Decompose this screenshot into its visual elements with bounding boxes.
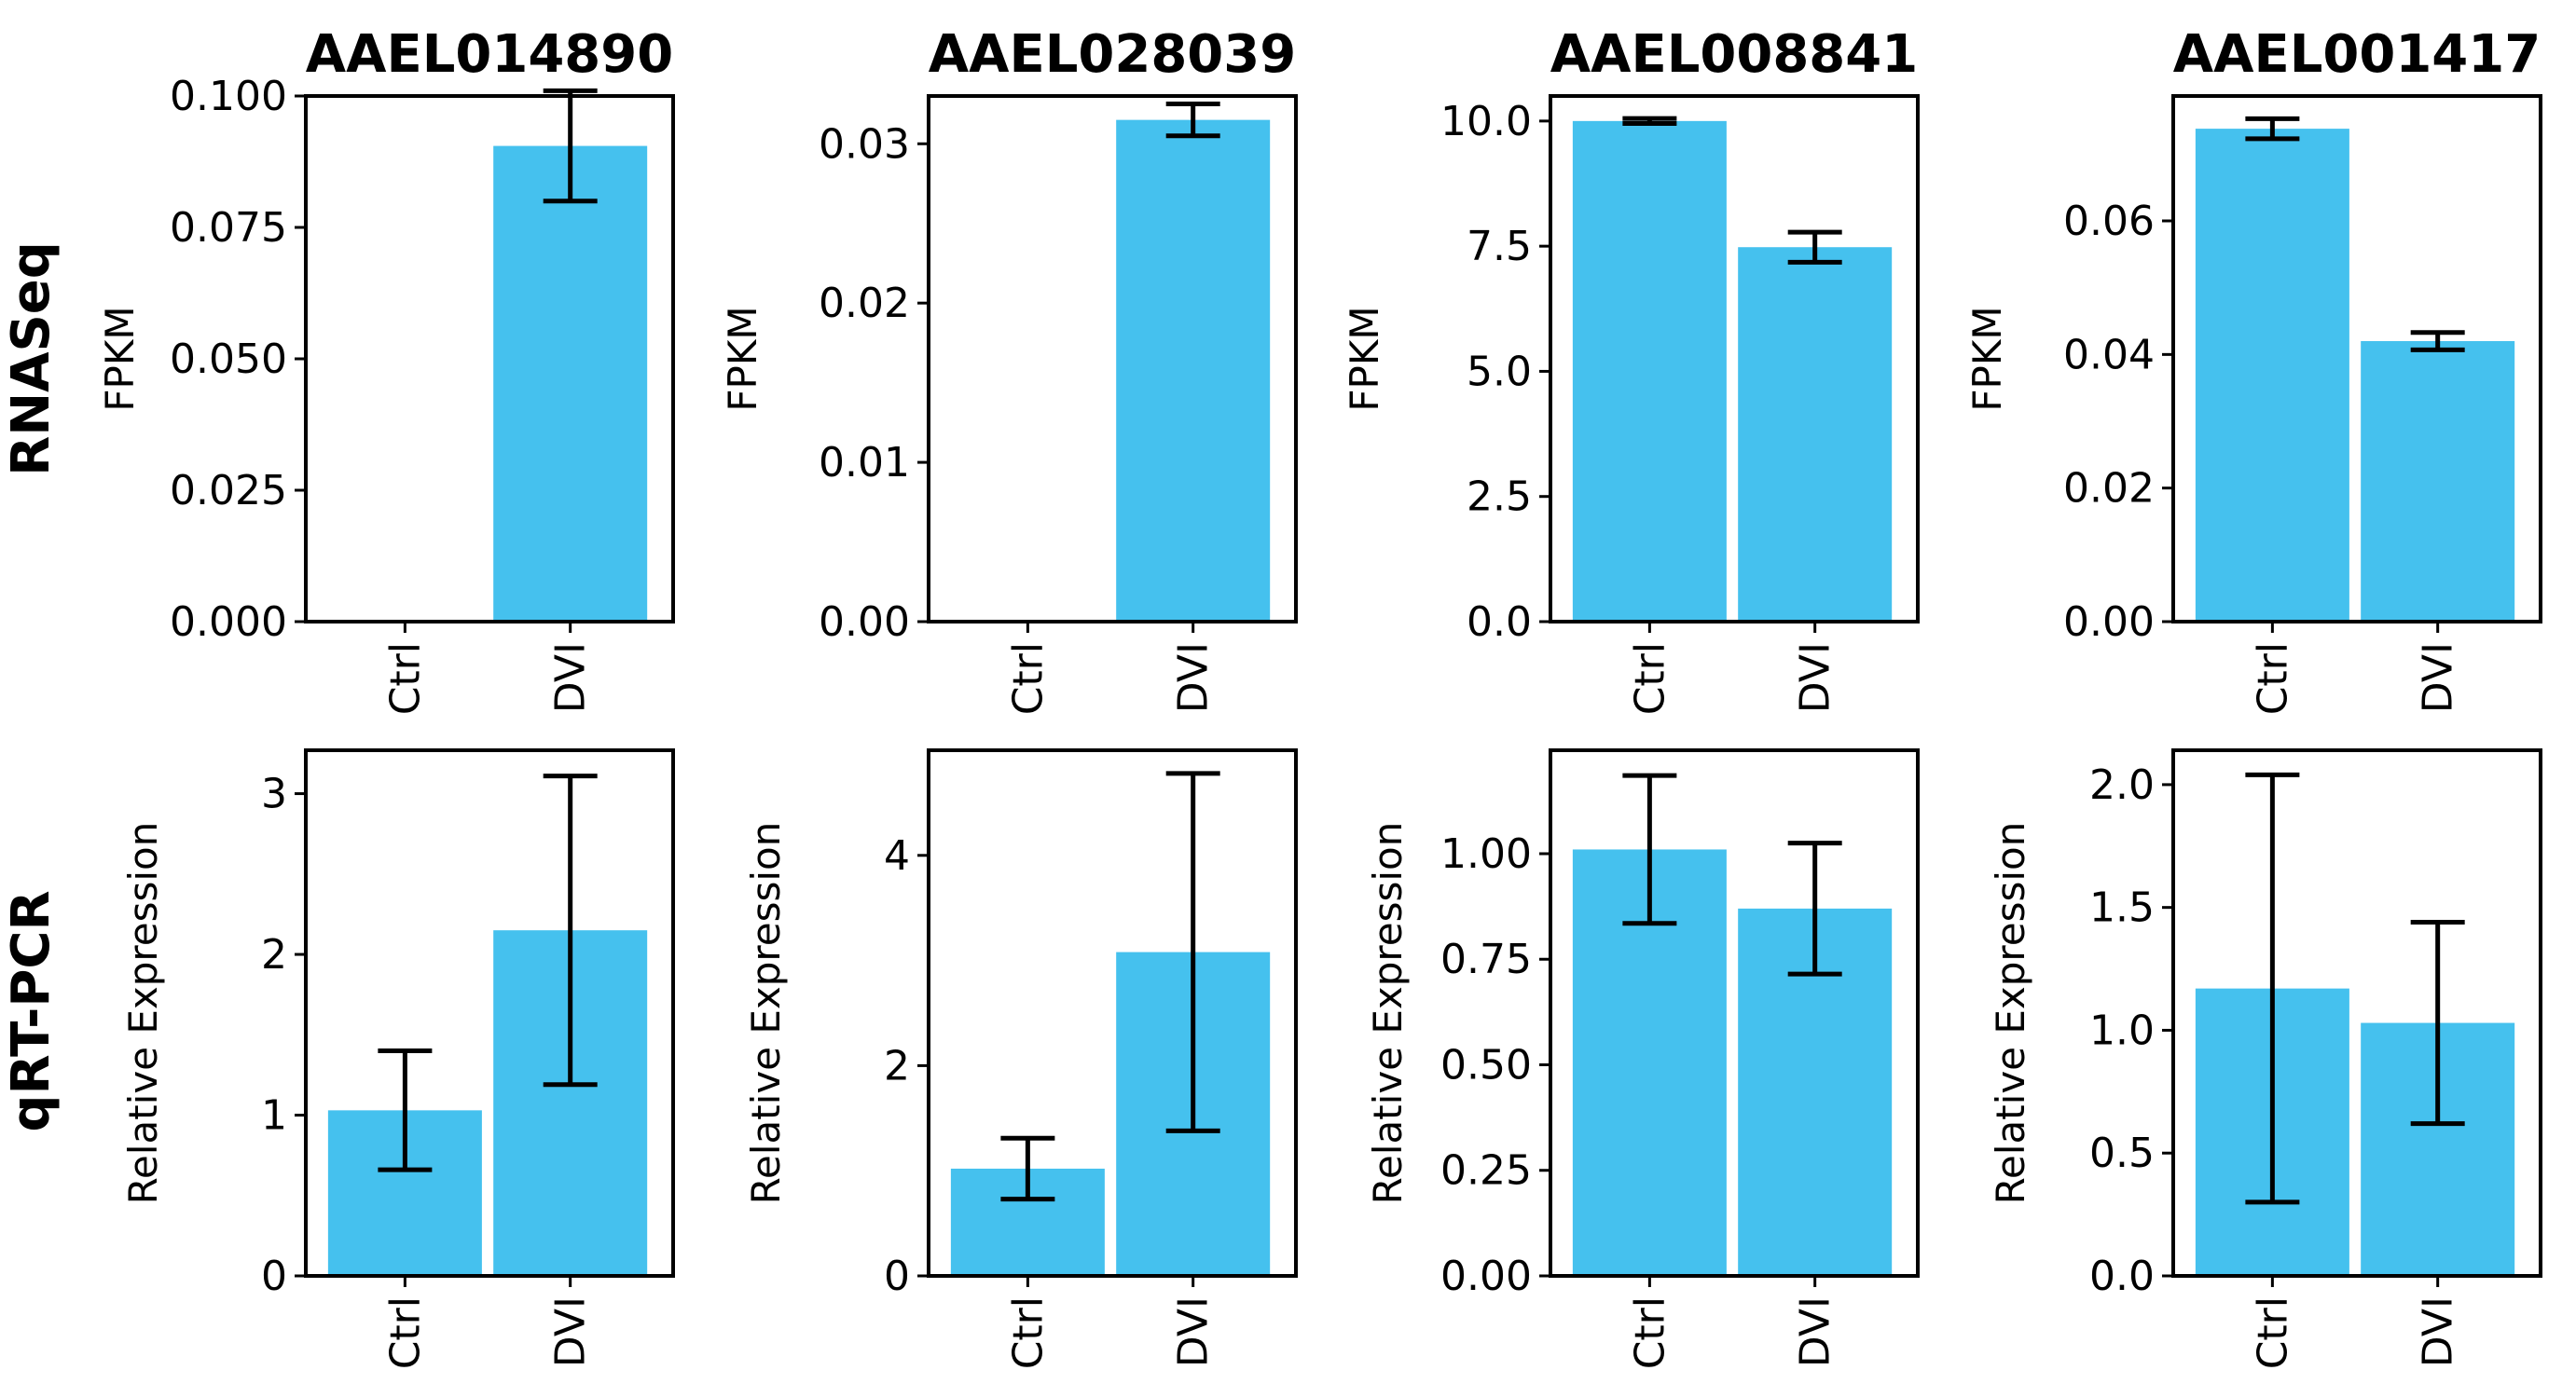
y-tick-label: 0.02 [2063, 465, 2155, 513]
x-tick-label: Ctrl [1004, 1296, 1052, 1369]
y-tick-label: 0.075 [170, 204, 287, 252]
y-tick-label: 3 [261, 771, 287, 818]
y-tick-label: 1 [261, 1092, 287, 1140]
row-label-rnaseq: RNASeq [1, 241, 62, 476]
x-tick-label: DVI [547, 642, 595, 713]
y-tick-label: 1.0 [2089, 1007, 2155, 1054]
y-tick-label: 7.5 [1467, 223, 1532, 270]
bar-dvi [1116, 119, 1271, 623]
y-tick-label: 0.000 [170, 598, 287, 646]
y-tick-label: 2 [261, 931, 287, 979]
axes-frame [927, 748, 1298, 1278]
axes-frame [1549, 748, 1920, 1278]
x-tick-label: Ctrl [381, 1296, 429, 1369]
chart-panel-6: Ctrl DVI 0 2 4 Relative Expression [743, 748, 1298, 1369]
y-tick-label: 0.00 [1440, 1253, 1532, 1300]
y-tick-label: 0.025 [170, 467, 287, 514]
y-tick-label: 0.75 [1440, 936, 1532, 983]
y-tick-label: 0 [261, 1253, 287, 1300]
chart-panel-8: Ctrl DVI 0.0 0.5 1.0 1.5 2.0 Relative Expressio… [1988, 748, 2542, 1369]
y-tick-label: 1.5 [2089, 884, 2155, 932]
x-tick-label: DVI [1792, 1296, 1839, 1367]
y-tick-label: 0.04 [2063, 331, 2155, 378]
y-tick-label: 0.02 [819, 280, 910, 327]
y-axis-label: Relative Expression [743, 822, 789, 1205]
y-axis-label: Relative Expression [1988, 822, 2033, 1205]
y-tick-label: 0.0 [2089, 1253, 2155, 1300]
y-tick-label: 2 [884, 1042, 910, 1089]
y-tick-label: 0.050 [170, 336, 287, 383]
x-tick-label: Ctrl [1626, 642, 1674, 715]
axes-frame [2171, 94, 2542, 623]
y-axis-label: FPKM [1342, 306, 1387, 411]
chart-panel-7: Ctrl DVI 0.00 0.25 0.50 0.75 1.00 Relative Expr… [1365, 748, 1920, 1369]
y-tick-label: 2.5 [1467, 473, 1532, 521]
y-axis-label: Relative Expression [1365, 822, 1411, 1205]
y-tick-label: 0.5 [2089, 1130, 2155, 1177]
bar-ctrl [1572, 120, 1727, 622]
y-axis-label: FPKM [97, 306, 143, 411]
chart-title: AAEL014890 [306, 24, 673, 85]
axes-frame [2171, 748, 2542, 1278]
y-tick-label: 0.06 [2063, 198, 2155, 245]
x-tick-label: Ctrl [381, 642, 429, 715]
y-tick-label: 0.50 [1440, 1041, 1532, 1089]
x-tick-label: Ctrl [1004, 642, 1052, 715]
chart-title: AAEL001417 [2173, 24, 2541, 85]
x-tick-label: DVI [1792, 642, 1839, 713]
chart-panel-4: AAEL001417 Ctrl DVI 0.00 0.02 0.04 0.06 FPKM [1964, 24, 2542, 715]
y-tick-label: 0.01 [819, 439, 910, 486]
y-tick-label: 0.25 [1440, 1147, 1532, 1195]
y-tick-label: 0.03 [819, 120, 910, 168]
y-tick-label: 0.0 [1467, 598, 1532, 646]
bar-dvi [493, 145, 648, 622]
chart-panel-3: AAEL008841 Ctrl DVI 0.0 2.5 5.0 7.5 10.0 FPKM [1342, 24, 1920, 715]
x-tick-label: Ctrl [2249, 1296, 2296, 1369]
x-tick-label: DVI [1170, 642, 1218, 713]
axes-frame [927, 94, 1298, 623]
y-axis-label: FPKM [720, 306, 765, 411]
chart-panel-2: AAEL028039 Ctrl DVI 0.00 0.01 0.02 0.03 FPKM [720, 24, 1298, 715]
y-tick-label: 0.00 [2063, 598, 2155, 646]
y-tick-label: 1.00 [1440, 830, 1532, 878]
y-tick-label: 0 [884, 1253, 910, 1300]
axes-frame [1549, 94, 1920, 623]
chart-title: AAEL008841 [1550, 24, 1918, 85]
x-tick-label: DVI [2415, 642, 2462, 713]
axes-frame [304, 748, 675, 1278]
y-tick-label: 5.0 [1467, 348, 1532, 395]
y-axis-label: FPKM [1964, 306, 2010, 411]
y-tick-label: 10.0 [1440, 98, 1532, 145]
bar-ctrl [2195, 129, 2349, 623]
x-tick-label: DVI [547, 1296, 595, 1367]
chart-title: AAEL028039 [929, 24, 1296, 85]
bar-dvi [1738, 247, 1893, 622]
y-axis-label: Relative Expression [120, 822, 166, 1205]
x-tick-label: Ctrl [1626, 1296, 1674, 1369]
row-label-qrtpcr: qRT-PCR [1, 890, 62, 1131]
x-tick-label: DVI [1170, 1296, 1218, 1367]
y-tick-label: 4 [884, 832, 910, 880]
bar-dvi [2361, 341, 2515, 622]
y-tick-label: 2.0 [2089, 761, 2155, 809]
y-tick-label: 0.00 [819, 598, 910, 646]
y-tick-label: 0.100 [170, 73, 287, 120]
chart-panel-1: AAEL014890 Ctrl DVI 0.000 0.025 0.050 0.075 0.1… [97, 24, 675, 715]
x-tick-label: DVI [2415, 1296, 2462, 1367]
chart-panel-5: Ctrl DVI 0 1 2 3 Relative Expression [120, 748, 675, 1369]
axes-frame [304, 94, 675, 623]
x-tick-label: Ctrl [2249, 642, 2296, 715]
